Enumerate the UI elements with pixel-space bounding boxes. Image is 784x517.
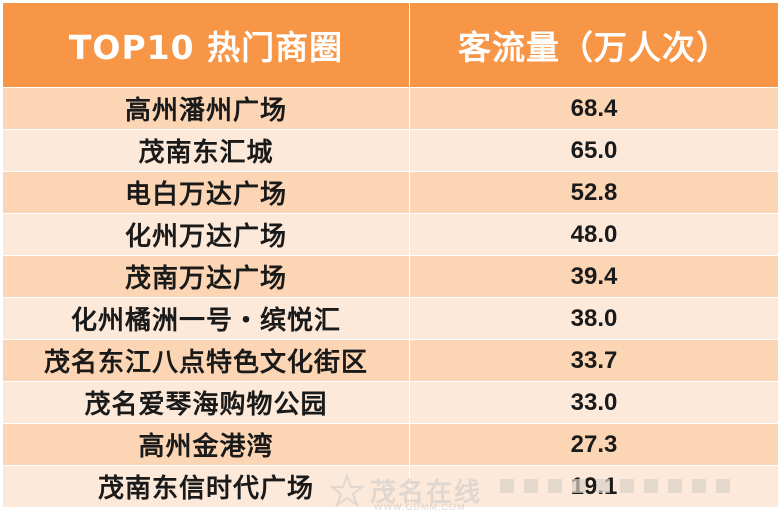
visitor-flow-value: 19.1 [409, 465, 779, 508]
table-row: 茂名东江八点特色文化街区 33.7 [2, 339, 779, 382]
table-row: 高州金港湾 27.3 [2, 423, 779, 466]
table-row: 茂南东信时代广场 19.1 [2, 465, 779, 508]
district-name: 化州橘洲一号・缤悦汇 [2, 297, 410, 340]
table-row: 化州橘洲一号・缤悦汇 38.0 [2, 297, 779, 340]
table-row: 电白万达广场 52.8 [2, 171, 779, 214]
visitor-flow-value: 33.7 [409, 339, 779, 382]
table-row: 茂南东汇城 65.0 [2, 129, 779, 172]
district-name: 茂南万达广场 [2, 255, 410, 298]
district-name: 茂南东信时代广场 [2, 465, 410, 508]
table-header-row: TOP10 热门商圈 客流量（万人次） [2, 2, 779, 88]
visitor-flow-value: 52.8 [409, 171, 779, 214]
district-name: 电白万达广场 [2, 171, 410, 214]
visitor-flow-value: 38.0 [409, 297, 779, 340]
table-row: 茂南万达广场 39.4 [2, 255, 779, 298]
ranking-table: TOP10 热门商圈 客流量（万人次） 高州潘州广场 68.4 茂南东汇城 65… [2, 2, 779, 508]
district-name: 高州潘州广场 [2, 87, 410, 130]
district-name: 化州万达广场 [2, 213, 410, 256]
district-name: 高州金港湾 [2, 423, 410, 466]
table-row: 茂名爱琴海购物公园 33.0 [2, 381, 779, 424]
visitor-flow-value: 27.3 [409, 423, 779, 466]
district-name: 茂名爱琴海购物公园 [2, 381, 410, 424]
ranking-table-container: TOP10 热门商圈 客流量（万人次） 高州潘州广场 68.4 茂南东汇城 65… [2, 2, 779, 508]
visitor-flow-value: 33.0 [409, 381, 779, 424]
visitor-flow-value: 39.4 [409, 255, 779, 298]
header-visitor-flow: 客流量（万人次） [409, 2, 779, 88]
visitor-flow-value: 48.0 [409, 213, 779, 256]
header-district: TOP10 热门商圈 [2, 2, 410, 88]
visitor-flow-value: 68.4 [409, 87, 779, 130]
district-name: 茂名东江八点特色文化街区 [2, 339, 410, 382]
visitor-flow-value: 65.0 [409, 129, 779, 172]
table-row: 化州万达广场 48.0 [2, 213, 779, 256]
district-name: 茂南东汇城 [2, 129, 410, 172]
table-row: 高州潘州广场 68.4 [2, 87, 779, 130]
